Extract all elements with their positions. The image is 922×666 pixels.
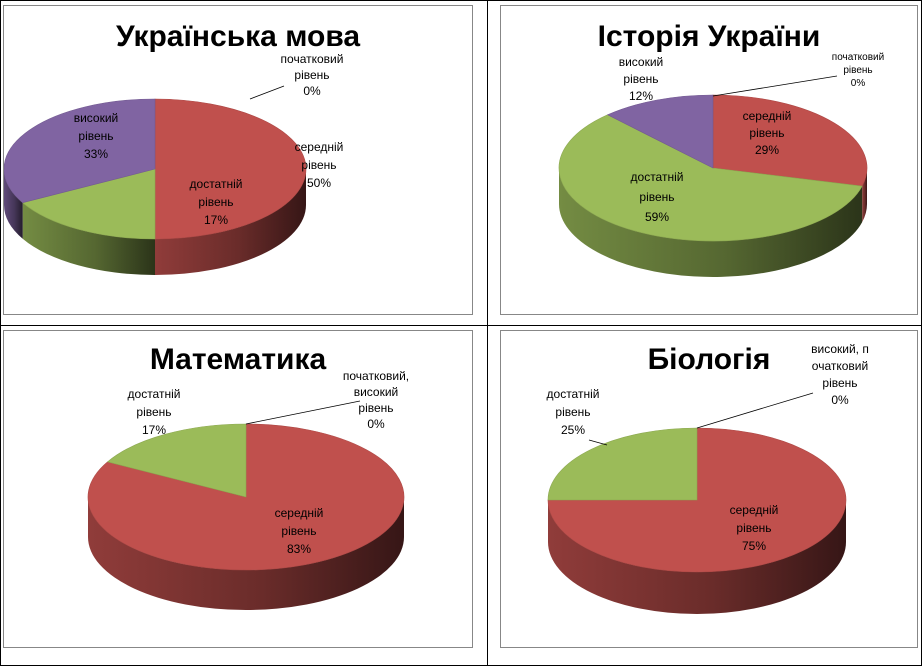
pie-slice-достатній — [22, 168, 156, 240]
pie-slice-високий — [4, 98, 156, 204]
pie-side-достатній — [22, 202, 156, 275]
data-label-середній: середній рівень 83% — [275, 506, 324, 556]
leader-line-початковий — [245, 400, 361, 425]
pie-side-достатній — [559, 168, 863, 277]
data-label-високий-п: високий, п очатковий рівень 0% — [811, 342, 869, 407]
data-label-середній: середній рівень 75% — [730, 503, 779, 553]
pie-chart-ukrainian-language: початковий рівень 0% середній рівень 50% доста… — [4, 52, 344, 275]
pie-top — [547, 427, 847, 573]
data-label-початковий: початковий, високий рівень 0% — [343, 369, 409, 431]
pie-side-walls — [559, 168, 867, 277]
data-label-високий: високий рівень 12% — [619, 55, 664, 103]
chart-title: Біологія — [647, 343, 771, 376]
leader-line-початковий — [249, 85, 285, 100]
pie-top — [4, 98, 307, 240]
pie-slice-середній — [154, 98, 307, 240]
grid-divider-vertical — [487, 0, 488, 666]
pie-top — [87, 423, 405, 571]
data-label-достатній: достатній рівень 25% — [547, 387, 600, 437]
chart-history-of-ukraine: Історія України початковий рівень 0% середн… — [500, 5, 918, 315]
pie-slice-високий — [606, 94, 714, 169]
pie-top — [558, 94, 868, 242]
data-label-високий: високий рівень 33% — [74, 111, 119, 161]
grid-border-left — [0, 0, 1, 666]
pie-side-walls — [88, 497, 404, 610]
leader-line-високий-п — [696, 392, 814, 429]
pie-side-середній — [155, 169, 306, 275]
chart-biology: Біологія високий, п очатковий рівень 0% сере… — [500, 330, 918, 648]
chart-title: Математика — [149, 343, 327, 376]
chart-title: Історія України — [597, 20, 821, 53]
grid-divider-horizontal — [0, 325, 922, 326]
leader-line-достатній — [588, 439, 608, 446]
data-label-достатній: достатній рівень 17% — [128, 387, 181, 437]
chart-title: Українська мова — [115, 20, 361, 53]
chart-ukrainian-language: Українська мова початковий рівень 0% середн… — [3, 5, 473, 315]
grid-border-top — [0, 0, 922, 1]
pie-slice-достатній — [106, 423, 247, 498]
data-label-середній: середній рівень 50% — [295, 140, 344, 190]
chart-mathematics: Математика початковий, високий рівень 0% сер… — [3, 330, 473, 648]
data-label-початковий: початковий рівень 0% — [281, 52, 344, 98]
data-label-достатній: достатній рівень 59% — [631, 170, 684, 224]
data-label-достатній: достатній рівень 17% — [190, 177, 243, 227]
data-label-середній: середній рівень 29% — [743, 109, 792, 157]
pie-side-середній — [88, 497, 404, 610]
pie-side-walls — [548, 500, 846, 614]
pie-slice-середній — [712, 94, 868, 187]
pie-chart-biology: високий, п очатковий рівень 0% середній рівен… — [547, 342, 869, 614]
pie-side-середній — [548, 500, 846, 614]
pie-slice-достатній — [558, 114, 863, 242]
pie-slice-достатній — [547, 427, 698, 501]
leader-line-початковий — [712, 75, 838, 97]
data-label-початковий: початковий рівень 0% — [832, 52, 884, 89]
pie-slice-середній — [547, 427, 847, 573]
pie-chart-mathematics: початковий, високий рівень 0% середній рівень… — [87, 369, 409, 610]
pie-chart-history-of-ukraine: початковий рівень 0% середній рівень 29% доста… — [558, 52, 884, 277]
pie-side-середній — [862, 168, 867, 223]
